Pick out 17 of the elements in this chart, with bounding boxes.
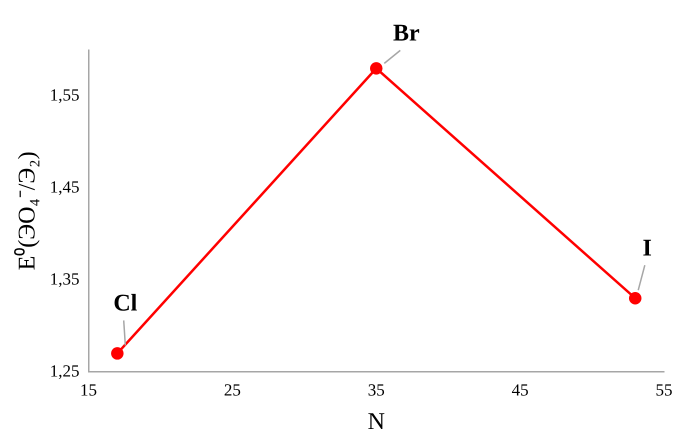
- annotation: I: [642, 235, 652, 262]
- point: [370, 62, 383, 75]
- x-tick-label: 25: [224, 380, 241, 400]
- point: [111, 347, 124, 360]
- x-tick-label: 15: [80, 380, 98, 400]
- y-tick-label: 1,35: [50, 269, 80, 288]
- y-axis-title: E⁰(ЭO₄⁻/Э₂): [14, 151, 41, 270]
- annotation: Cl: [113, 290, 138, 317]
- annotation: Br: [392, 20, 420, 47]
- y-tick-label: 1,45: [50, 177, 80, 196]
- y-tick-label: 1,55: [50, 85, 80, 104]
- y-tick-label: 1,25: [50, 361, 80, 380]
- x-tick-label: 55: [656, 380, 672, 400]
- x-axis-title: N: [368, 408, 385, 435]
- x-tick-label: 45: [512, 380, 529, 400]
- point: [628, 292, 642, 304]
- x-tick-label: 35: [368, 380, 385, 400]
